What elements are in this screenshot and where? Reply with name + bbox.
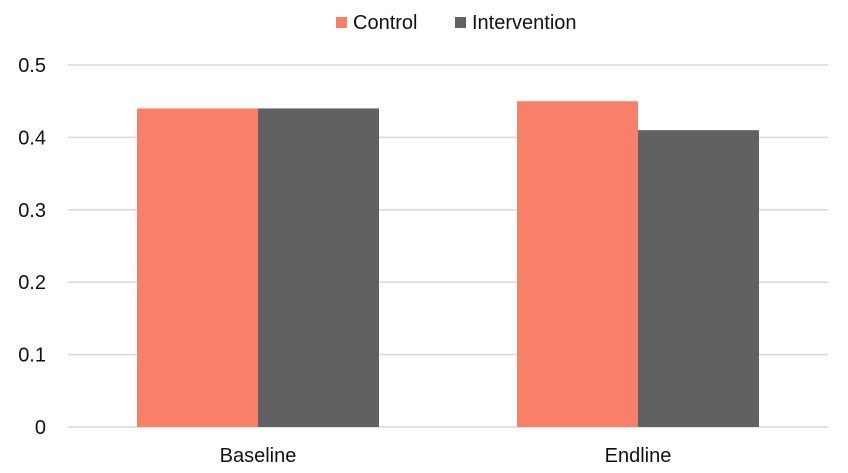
x-tick-label: Baseline	[220, 445, 297, 467]
y-tick-label: 0	[35, 417, 46, 439]
legend-swatch	[455, 17, 466, 28]
x-tick-label: Endline	[605, 445, 672, 467]
legend-swatch	[336, 17, 347, 28]
bar-control-baseline	[137, 108, 258, 427]
bar-control-endline	[517, 101, 638, 427]
y-tick-label: 0.4	[18, 127, 46, 149]
bar-intervention-baseline	[258, 108, 379, 427]
y-tick-label: 0.1	[18, 345, 46, 367]
y-tick-label: 0.5	[18, 55, 46, 77]
y-tick-label: 0.3	[18, 200, 46, 222]
legend: Control Intervention	[336, 12, 577, 34]
bars	[137, 101, 759, 427]
y-axis-ticks: 0 0.1 0.2 0.3 0.4 0.5	[18, 55, 46, 439]
legend-label: Control	[353, 12, 417, 34]
legend-label: Intervention	[472, 12, 577, 34]
x-axis-ticks: Baseline Endline	[220, 445, 672, 467]
y-tick-label: 0.2	[18, 272, 46, 294]
bar-intervention-endline	[638, 130, 759, 427]
